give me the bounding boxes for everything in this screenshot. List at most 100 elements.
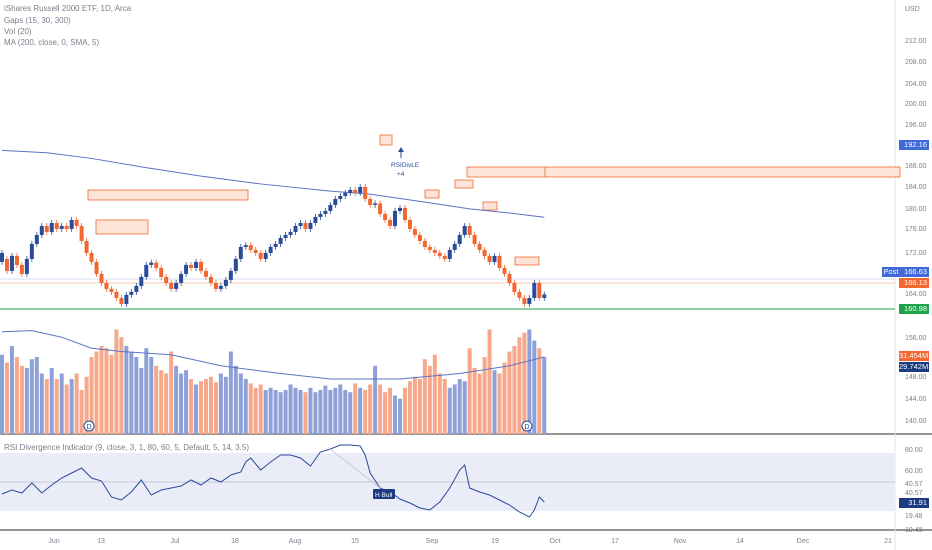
divergence-marker-right[interactable]: D	[521, 420, 533, 432]
candle-body	[19, 264, 24, 274]
rsi-axis-label: 40.57	[905, 481, 923, 488]
volume-bar	[338, 384, 343, 434]
volume-bar	[24, 368, 29, 434]
candle-body	[233, 258, 238, 271]
volume-bar	[213, 382, 218, 434]
indicator-volume[interactable]: Vol (20)	[4, 27, 32, 36]
volume-bar	[388, 387, 393, 434]
volume-bar	[4, 362, 9, 434]
time-axis-label: 13	[97, 538, 105, 545]
h-bull-label[interactable]: H Bull	[373, 489, 395, 499]
indicator-ma[interactable]: MA (200, close, 0, SMA, 5)	[4, 38, 100, 47]
volume-bar	[437, 373, 442, 434]
volume-bar	[487, 329, 492, 434]
candle-body	[24, 258, 29, 274]
candle-body	[49, 222, 54, 232]
volume-bar	[263, 390, 268, 434]
candle-body	[512, 282, 517, 292]
candle-body	[194, 261, 199, 268]
candle-body	[243, 245, 248, 247]
candle-body	[94, 261, 99, 274]
volume-bar	[243, 379, 248, 434]
volume-ma-line	[1, 330, 545, 380]
volume-bar	[89, 357, 94, 434]
volume-bar	[208, 376, 213, 434]
candle-body	[442, 255, 447, 259]
price-axis-label: 188.00	[905, 163, 927, 170]
rsi-axis-label: 40.57	[905, 490, 923, 497]
volume-bar	[74, 373, 79, 434]
volume-bar	[194, 384, 199, 434]
volume-bar	[99, 346, 104, 434]
volume-bar	[64, 384, 69, 434]
price-axis-label: 204.00	[905, 81, 927, 88]
volume-bar	[422, 359, 427, 434]
price-axis-label: 144.00	[905, 396, 927, 403]
candle-body	[328, 204, 333, 211]
rsi-axis[interactable]: 80.00 60.00 40.57 40.57 19.48 19.48	[905, 447, 923, 534]
volume-bar	[477, 373, 482, 434]
volume-bar	[134, 357, 139, 434]
candle-body	[268, 246, 273, 253]
volume-bars	[0, 329, 547, 434]
volume-bar	[199, 381, 203, 434]
volume-bar	[218, 373, 223, 434]
time-axis-label: 15	[351, 538, 359, 545]
candles	[0, 183, 547, 307]
plus4-label: +4	[397, 171, 405, 178]
ma200-path	[1, 149, 545, 218]
gap-box	[514, 256, 540, 266]
rsi-value-badge: 31.91	[899, 498, 929, 508]
candle-body	[472, 234, 477, 244]
candle-body	[9, 255, 14, 271]
volume-bar	[432, 354, 437, 434]
volume-bar	[522, 332, 527, 434]
symbol-title[interactable]: iShares Russell 2000 ETF, 1D, Arca	[4, 4, 132, 13]
candle-body	[343, 192, 348, 196]
indicator-gaps[interactable]: Gaps (15, 30, 300)	[4, 16, 71, 25]
price-axis-label: 212.00	[905, 38, 927, 45]
time-axis[interactable]: Jun 13 Jul 18 Aug 15 Sep 19 Oct 17 Nov 14 Dec 21	[48, 538, 892, 545]
candle-body	[258, 252, 263, 259]
rsidivle-marker[interactable]: RSIDivLE +4	[391, 147, 420, 178]
candle-body	[84, 240, 89, 253]
candle-body	[368, 198, 373, 205]
candle-body	[502, 267, 507, 274]
price-axis-label: 196.00	[905, 122, 927, 129]
volume-bar	[114, 329, 119, 434]
time-axis-label: 21	[884, 538, 892, 545]
time-axis-label: Sep	[426, 538, 439, 545]
volume-bar	[373, 365, 378, 434]
volume-bar	[383, 392, 388, 434]
candle-body	[363, 186, 368, 199]
gap-box	[379, 134, 393, 146]
volume-bar	[159, 370, 164, 434]
candle-body	[388, 219, 393, 226]
price-axis-label: 180.00	[905, 206, 927, 213]
candle-body	[119, 297, 124, 304]
volume-bar	[343, 390, 348, 434]
rsi-indicator-title[interactable]: RSI Divergence Indicator (9, close, 3, 1…	[4, 443, 250, 452]
candle-body	[199, 261, 203, 271]
candle-body	[482, 249, 487, 256]
post-label-badge: Post	[882, 267, 900, 277]
candle-body	[338, 195, 343, 199]
volume-bar	[378, 384, 383, 434]
candle-body	[402, 207, 407, 220]
time-axis-label: 18	[231, 538, 239, 545]
volume-bar	[9, 346, 14, 434]
volume-bar	[154, 365, 159, 434]
candle-body	[34, 234, 39, 244]
divergence-marker-left[interactable]: D	[83, 420, 95, 432]
price-axis-label: 156.00	[905, 335, 927, 342]
volume-ma-badge: 29.742M	[899, 362, 929, 372]
volume-bar	[467, 348, 472, 434]
volume-bar	[189, 379, 194, 434]
volume-bar	[164, 373, 169, 434]
time-axis-label: Dec	[797, 538, 810, 545]
candle-body	[109, 288, 114, 292]
volume-bar	[144, 348, 149, 434]
volume-bar	[34, 357, 39, 434]
volume-bar	[333, 387, 338, 434]
